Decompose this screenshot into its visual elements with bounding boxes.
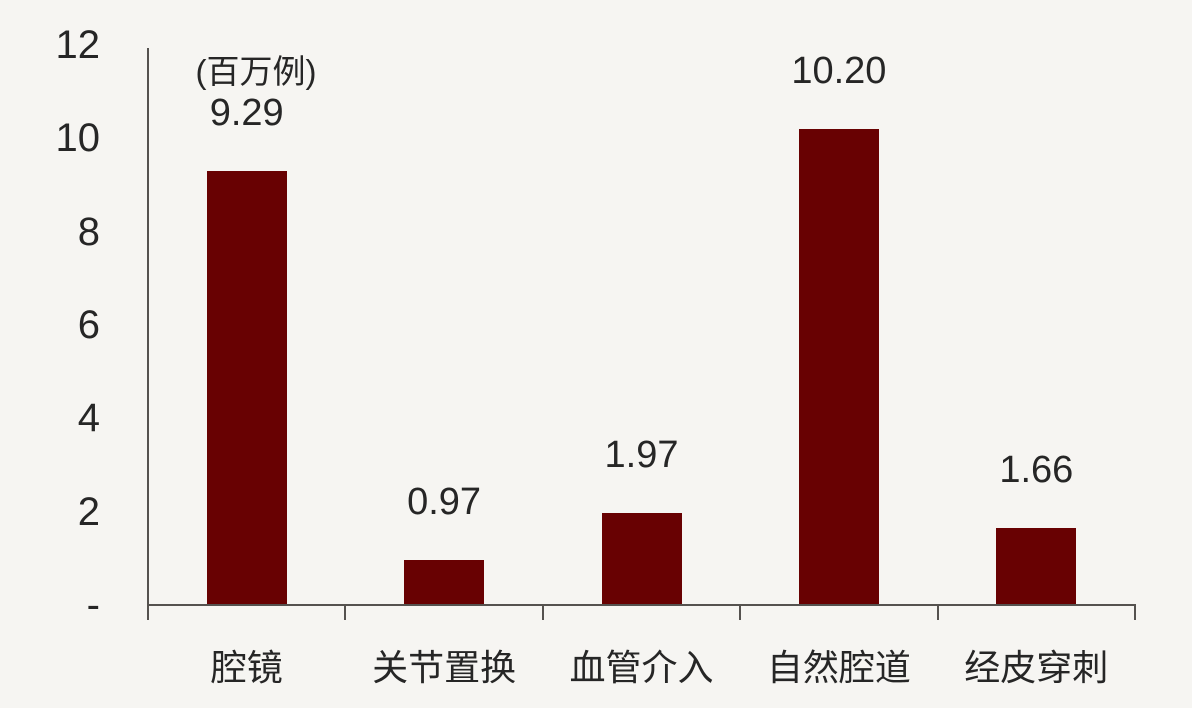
y-axis-tick-label: 2 [77,489,100,534]
x-axis-line [147,604,1136,606]
bar-value-label: 0.97 [407,480,482,523]
bar [206,171,287,604]
bar [404,559,485,604]
y-axis-tick-label: 4 [77,396,100,441]
x-axis-tick [541,605,544,620]
bar [996,527,1077,604]
y-axis-tick-label: 10 [55,116,101,161]
unit-label: (百万例) [195,53,317,90]
bar-value-label: 1.97 [604,434,679,477]
x-axis-category-label: 经皮穿刺 [964,647,1109,688]
x-axis-tick [739,605,742,620]
bar [601,513,682,604]
x-axis-category-label: 自然腔道 [766,647,911,688]
bar-value-label: 10.20 [791,50,887,92]
x-axis-tick [344,605,347,620]
bar-value-label: 9.29 [209,92,284,135]
bar-value-label: 1.66 [999,448,1074,491]
y-axis-line [147,48,149,620]
bar [798,129,879,604]
y-axis-tick-label: 12 [55,23,101,67]
x-axis-category-label: 腔镜 [210,647,283,688]
x-axis-tick [936,605,939,620]
x-axis-category-label: 关节置换 [372,647,517,688]
y-axis-tick-label: 8 [77,209,100,254]
x-axis-category-label: 血管介入 [569,647,714,688]
y-axis-tick-label: 6 [77,303,100,347]
x-axis-tick [1134,605,1136,620]
y-axis-tick-label: - [86,583,100,627]
